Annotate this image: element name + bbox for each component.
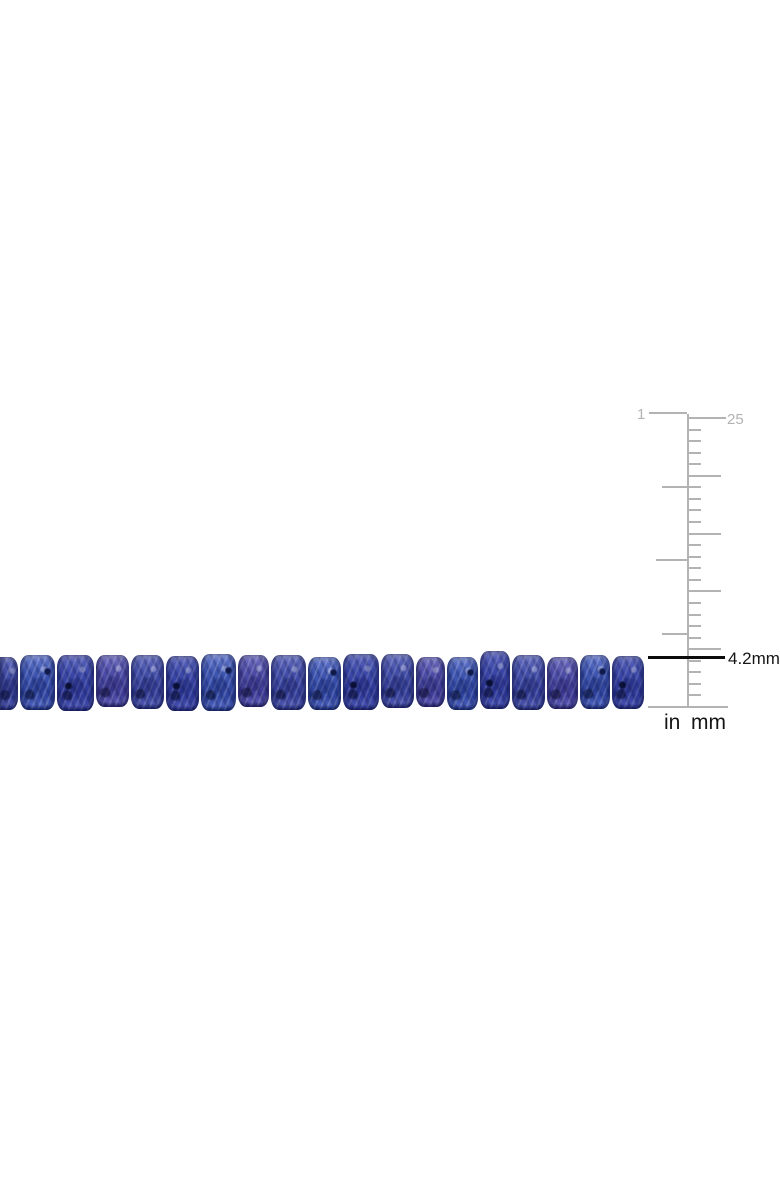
- bead-strand: [0, 651, 646, 713]
- ruler-mm-tick: [687, 648, 721, 650]
- ruler-mm-tick: [687, 637, 701, 639]
- ruler-inch-tick: [662, 633, 687, 635]
- ruler-mm-tick: [687, 579, 701, 581]
- bead: [343, 654, 379, 710]
- ruler-mm-tick: [687, 602, 701, 604]
- ruler-mm-top-label: 25: [727, 411, 744, 428]
- ruler-mm-tick: [687, 463, 701, 465]
- bead: [580, 655, 610, 709]
- bead: [201, 653, 236, 711]
- bead: [271, 654, 306, 710]
- ruler-mm-tick: [687, 452, 701, 454]
- ruler-mm-tick: [687, 486, 701, 488]
- bead: [20, 654, 55, 710]
- bead: [547, 657, 578, 709]
- bead: [416, 657, 445, 707]
- bead: [612, 655, 644, 709]
- ruler-mm-tick: [687, 544, 701, 546]
- bead: [480, 651, 510, 709]
- measurement-label: 4.2mm: [728, 649, 780, 668]
- ruler-mm-tick: [687, 590, 721, 592]
- ruler-baseline: [648, 706, 728, 708]
- ruler-inch-top-label: 1: [637, 406, 646, 423]
- ruler-mm-tick: [687, 567, 701, 569]
- ruler-vertical-line: [687, 414, 689, 707]
- ruler-mm-25-tick: [687, 417, 726, 419]
- ruler-mm-tick: [687, 625, 701, 627]
- bead: [381, 654, 414, 708]
- ruler-mm-tick: [687, 533, 721, 535]
- ruler-mm-tick: [687, 440, 701, 442]
- ruler-mm-tick: [687, 671, 701, 673]
- ruler-inch-tick: [656, 559, 687, 561]
- bead: [238, 655, 269, 707]
- ruler-mm-tick: [687, 694, 701, 696]
- ruler-mm-tick: [687, 475, 721, 477]
- ruler-inch-tick: [662, 486, 687, 488]
- ruler-mm-tick: [687, 509, 701, 511]
- ruler-mm-tick: [687, 614, 701, 616]
- bead: [166, 655, 199, 711]
- measurement-line: [648, 656, 725, 659]
- ruler-mm-tick: [687, 660, 701, 662]
- bead: [308, 656, 341, 710]
- ruler-mm-tick: [687, 429, 701, 431]
- bead: [131, 655, 164, 709]
- bead: [57, 655, 94, 711]
- ruler-mm-tick: [687, 498, 701, 500]
- bead: [512, 654, 545, 710]
- bead: [447, 656, 478, 710]
- ruler-mm-tick: [687, 683, 701, 685]
- ruler-mm-tick: [687, 521, 701, 523]
- ruler-unit-mm-label: mm: [691, 711, 726, 734]
- bead: [0, 656, 18, 710]
- bead: [96, 655, 129, 707]
- ruler-unit-in-label: in: [664, 711, 681, 734]
- ruler-inch-tick: [649, 412, 687, 414]
- ruler-mm-tick: [687, 556, 701, 558]
